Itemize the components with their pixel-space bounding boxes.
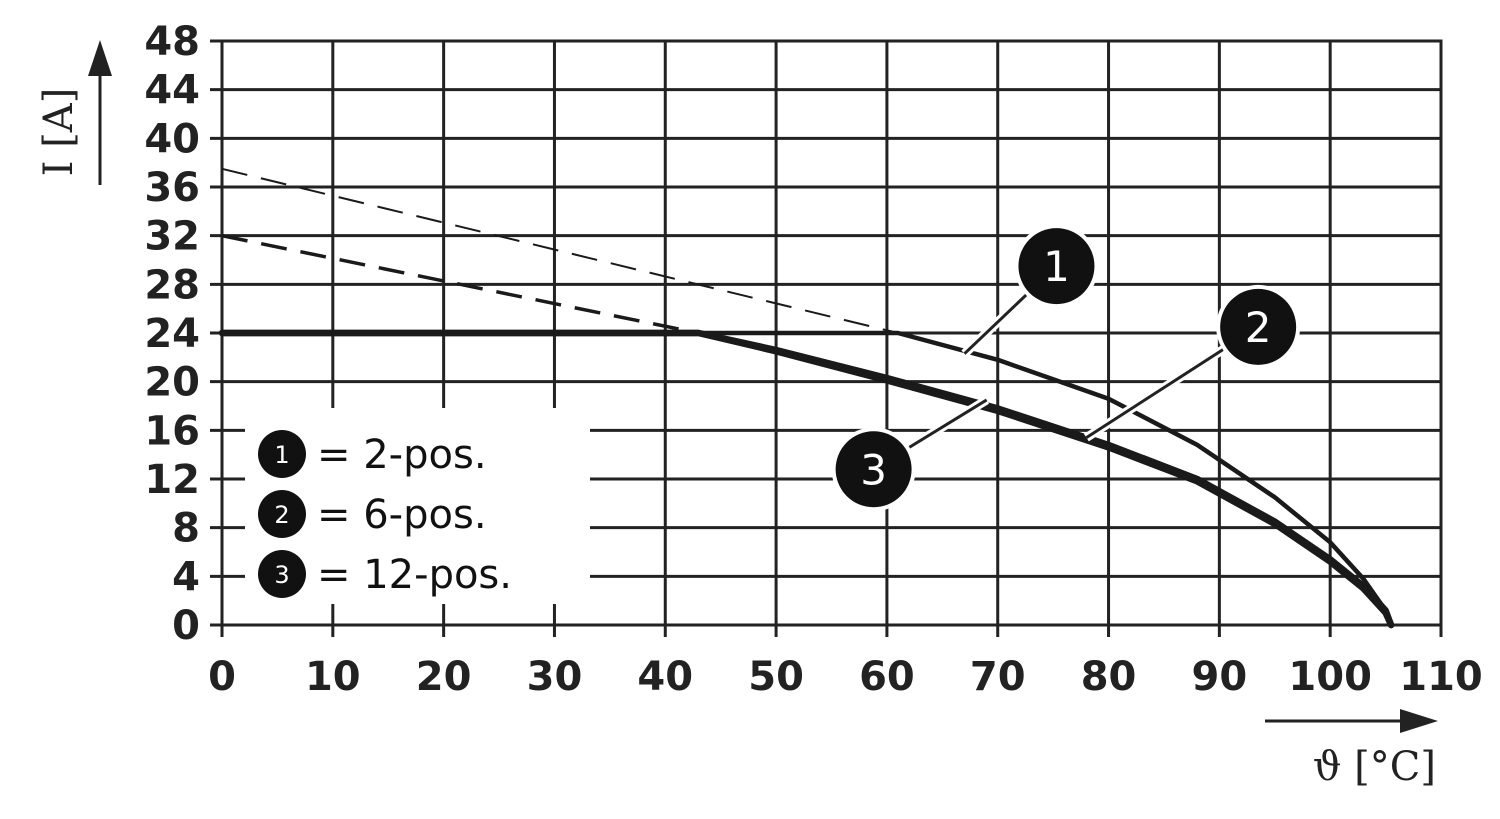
y-axis-arrow-icon xyxy=(88,40,112,76)
y-tick-label-48: 48 xyxy=(144,19,200,65)
y-tick-label-8: 8 xyxy=(172,506,200,552)
y-tick-label-28: 28 xyxy=(144,262,200,308)
legend-entry-3: = 12-pos. xyxy=(317,552,512,598)
x-tick-label-60: 60 xyxy=(859,654,915,700)
y-axis-title: I [A] xyxy=(36,88,82,177)
legend-marker-1 xyxy=(258,430,306,478)
y-axis-title-group: I [A] xyxy=(36,40,112,185)
x-tick-label-40: 40 xyxy=(637,654,693,700)
x-tick-label-50: 50 xyxy=(748,654,804,700)
x-axis-arrow-icon xyxy=(1400,709,1438,733)
callout-2-label: 2 xyxy=(1245,303,1272,352)
x-tick-label-110: 110 xyxy=(1399,654,1483,700)
callout-1-label: 1 xyxy=(1043,242,1070,291)
curve-callouts: 1 2 3 xyxy=(831,224,1301,512)
callout-3-label: 3 xyxy=(860,445,887,494)
x-tick-label-80: 80 xyxy=(1081,654,1137,700)
x-tick-label-0: 0 xyxy=(208,654,236,700)
series-curves xyxy=(218,167,1395,629)
legend-entry-1: = 2-pos. xyxy=(317,432,487,478)
series-2-extrapolation xyxy=(221,233,699,335)
y-tick-label-24: 24 xyxy=(144,311,200,357)
callout-1-leader xyxy=(963,291,1030,355)
x-tick-label-100: 100 xyxy=(1288,654,1372,700)
x-axis-title: ϑ [°C] xyxy=(1313,744,1436,790)
y-tick-label-32: 32 xyxy=(144,214,200,260)
x-tick-label-10: 10 xyxy=(305,654,361,700)
legend-marker-2-label: 2 xyxy=(274,501,289,529)
y-tick-label-16: 16 xyxy=(144,408,200,454)
legend: 1 = 2-pos. 2 = 6-pos. 3 = 12-pos. xyxy=(245,408,590,604)
x-tick-label-20: 20 xyxy=(416,654,472,700)
y-tick-label-44: 44 xyxy=(144,68,200,114)
tick-labels: 0 10 20 30 40 50 60 70 80 90 100 110048121620242832… xyxy=(144,19,1482,700)
callout-2-badge xyxy=(1220,288,1297,365)
series-1-extrapolation xyxy=(221,167,899,334)
y-tick-label-40: 40 xyxy=(144,116,200,162)
callout-2-leader xyxy=(1085,346,1228,439)
callout-1-badge xyxy=(1018,228,1095,305)
legend-marker-2 xyxy=(258,490,306,538)
legend-marker-3 xyxy=(258,550,306,598)
legend-marker-3-label: 3 xyxy=(274,561,289,589)
legend-entry-2: = 6-pos. xyxy=(317,492,487,538)
series-3-curve xyxy=(218,329,1395,629)
x-axis-title-group: ϑ [°C] xyxy=(1265,709,1438,790)
x-tick-label-30: 30 xyxy=(527,654,583,700)
callout-3-leader xyxy=(905,398,988,451)
legend-marker-1-label: 1 xyxy=(274,441,289,469)
x-tick-label-90: 90 xyxy=(1192,654,1248,700)
callout-3-badge xyxy=(835,431,912,508)
y-tick-label-36: 36 xyxy=(144,165,200,211)
x-tick-label-70: 70 xyxy=(970,654,1026,700)
y-tick-label-4: 4 xyxy=(172,554,200,600)
y-tick-label-20: 20 xyxy=(144,360,200,406)
y-tick-label-0: 0 xyxy=(172,603,200,649)
y-tick-label-12: 12 xyxy=(144,457,200,503)
